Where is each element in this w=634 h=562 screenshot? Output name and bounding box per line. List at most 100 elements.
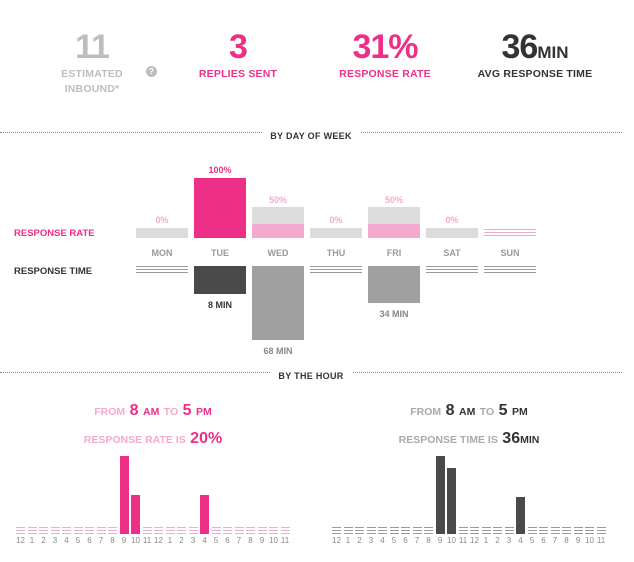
response-rate-value: 31% — [352, 28, 418, 66]
hour-rate-tick-20: 8 — [248, 536, 253, 545]
hour-time-bar-8 — [424, 527, 433, 534]
avg-response-time-unit: MIN — [537, 43, 569, 62]
hour-rate-tick-14: 2 — [179, 536, 184, 545]
section-header-day: BY DAY OF WEEK — [0, 126, 622, 144]
day-label-sun: SUN — [500, 248, 520, 258]
hour-rate-bar-9 — [119, 456, 129, 534]
hour-time-tick-20: 8 — [564, 536, 569, 545]
hour-time-bar-22 — [585, 527, 594, 534]
hour-rate-tick-3: 3 — [52, 536, 58, 545]
rate-bar-sat — [426, 228, 478, 238]
hour-rate-tick-2: 2 — [41, 536, 46, 545]
hour-rate-tick-0: 12 — [16, 536, 25, 545]
hour-time-tick-23: 11 — [596, 536, 606, 545]
day-label-wed: WED — [267, 248, 289, 258]
hour-rate-bar-18 — [223, 527, 232, 534]
hour-time-bar-5 — [389, 527, 399, 534]
hour-time-bar-20 — [562, 527, 571, 534]
help-icon[interactable]: ? — [146, 66, 157, 77]
hour-rate-tick-8: 8 — [110, 536, 115, 545]
hour-time-tick-9: 9 — [437, 536, 443, 545]
hour-right-metric-label: RESPONSE TIME IS — [398, 434, 498, 446]
time-bar-wed — [252, 266, 304, 340]
hourly-response-time-chart: 12 1 2 3 4 5 6 7 8 9 10 11 12 1 2 3 4 5 6 7 8 9 10 11 — [332, 440, 608, 552]
hour-time-bar-23 — [596, 527, 606, 534]
hour-rate-tick-12: 12 — [154, 536, 163, 545]
time-bar-sat — [426, 266, 478, 274]
hour-left-from: FROM — [94, 406, 126, 418]
rate-bar-wed — [252, 224, 304, 238]
hour-rate-bar-8 — [108, 527, 117, 534]
hour-time-tick-18: 6 — [541, 536, 546, 545]
day-label-fri: FRI — [386, 248, 402, 258]
hour-rate-tick-6: 6 — [87, 536, 92, 545]
hour-rate-bar-10 — [131, 495, 140, 534]
hour-left-start-num: 8 — [129, 402, 139, 419]
rate-bar-fri — [368, 224, 420, 238]
estimated-inbound-label-line2: INBOUND* — [64, 83, 120, 95]
rate-label-thu: 0% — [329, 215, 343, 225]
hourly-response-rate-chart: 12 1 2 3 4 5 6 7 8 9 10 11 12 1 2 3 4 5 6 7 8 9 10 11 — [16, 440, 292, 552]
time-bar-mon — [136, 266, 188, 274]
hour-right-metric: RESPONSE TIME IS 36MIN — [334, 430, 604, 448]
replies-sent-label: REPLIES SENT — [198, 68, 278, 80]
hour-time-bar-19 — [550, 527, 560, 534]
hour-time-tick-15: 3 — [506, 536, 512, 545]
hour-rate-bar-23 — [280, 527, 290, 534]
hour-time-tick-16: 4 — [518, 536, 523, 545]
hour-time-tick-0: 12 — [332, 536, 341, 545]
hour-rate-tick-13: 1 — [167, 536, 173, 545]
time-bar-sun — [484, 266, 536, 274]
time-label-fri: 34 MIN — [379, 309, 409, 319]
hour-rate-tick-23: 11 — [280, 536, 290, 545]
hour-left-range: FROM 8 AM TO 5 PM — [18, 402, 288, 420]
rate-label-mon: 0% — [155, 215, 169, 225]
hour-time-tick-17: 5 — [529, 536, 535, 545]
time-label-tue: 8 MIN — [207, 300, 232, 310]
hour-right-start-ampm: AM — [458, 406, 476, 418]
hour-rate-bar-2 — [39, 527, 48, 534]
hour-rate-bar-6 — [85, 527, 94, 534]
hour-rate-bar-7 — [96, 527, 106, 534]
hour-left-start-ampm: AM — [142, 406, 160, 418]
hour-time-tick-21: 9 — [575, 536, 581, 545]
time-label-wed: 68 MIN — [263, 346, 293, 356]
hour-rate-bar-3 — [50, 527, 60, 534]
rate-bar-mon — [136, 228, 188, 238]
hour-time-bar-6 — [401, 527, 410, 534]
rate-label-tue: 100% — [208, 165, 232, 175]
hour-rate-bar-0 — [16, 527, 25, 534]
hour-right-from: FROM — [410, 406, 442, 418]
hour-time-tick-12: 12 — [470, 536, 479, 545]
hour-rate-bar-19 — [234, 527, 244, 534]
hour-time-bar-0 — [332, 527, 341, 534]
section-title-by-day: BY DAY OF WEEK — [262, 131, 360, 141]
hour-time-tick-22: 10 — [585, 536, 594, 545]
hour-time-bar-9 — [435, 456, 445, 534]
avg-response-time-value: 36MIN — [470, 28, 600, 67]
hour-time-tick-5: 5 — [391, 536, 397, 545]
hour-time-bar-1 — [343, 527, 353, 534]
hour-rate-bar-4 — [62, 527, 71, 534]
hour-time-tick-14: 2 — [495, 536, 500, 545]
hour-rate-bar-13 — [165, 527, 175, 534]
hour-rate-tick-19: 7 — [236, 536, 242, 545]
day-label-sat: SAT — [443, 248, 461, 258]
hour-left-end-num: 5 — [182, 402, 192, 419]
hour-time-tick-8: 8 — [426, 536, 431, 545]
hour-time-bar-7 — [412, 527, 422, 534]
hour-rate-bar-22 — [269, 527, 278, 534]
avg-response-time-label: AVG RESPONSE TIME — [477, 68, 593, 80]
hour-time-bar-15 — [504, 527, 514, 534]
hour-rate-bar-20 — [246, 527, 255, 534]
hour-time-tick-3: 3 — [368, 536, 374, 545]
rate-label-wed: 50% — [268, 195, 287, 205]
hour-time-bar-2 — [355, 527, 364, 534]
response-rate-label: RESPONSE RATE — [339, 68, 431, 80]
estimated-inbound-label: ESTIMATED INBOUND* — [40, 68, 144, 95]
hour-left-end-ampm: PM — [196, 406, 212, 418]
hour-time-tick-2: 2 — [357, 536, 362, 545]
day-label-tue: TUE — [211, 248, 229, 258]
hour-rate-tick-16: 4 — [202, 536, 207, 545]
